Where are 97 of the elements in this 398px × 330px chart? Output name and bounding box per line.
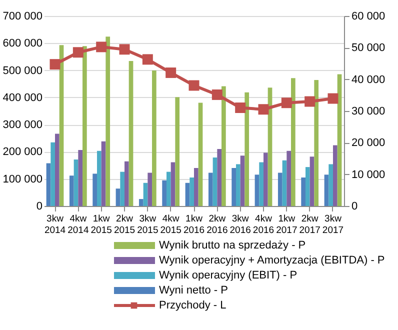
- x-tick-label: 1kw 2017: [276, 214, 298, 236]
- bar: [240, 156, 245, 206]
- bar: [59, 45, 64, 206]
- bar: [152, 70, 156, 206]
- bar: [324, 174, 329, 206]
- bar: [236, 164, 240, 206]
- x-tick-label: 1kw 2016: [183, 214, 205, 236]
- y-tick-label: 600 000: [2, 38, 42, 50]
- bar: [55, 134, 60, 206]
- bar: [337, 74, 342, 206]
- x-tick-label: 4kw 2016: [252, 214, 274, 236]
- y-tick-label: 100 000: [2, 173, 42, 186]
- x-tick-label: 4kw 2014: [68, 214, 89, 236]
- legend-label: Przychody - L: [159, 300, 226, 312]
- bar: [222, 86, 226, 206]
- bar: [120, 172, 124, 206]
- y2-tick-label: 30 000: [352, 106, 386, 118]
- legend-label: Wynik operacyjny (EBIT) - P: [159, 270, 298, 282]
- bar: [217, 149, 222, 206]
- bar: [194, 168, 198, 206]
- bar: [244, 92, 250, 206]
- y2-tick-label: 60 000: [352, 10, 386, 22]
- point: [72, 47, 84, 58]
- x-tick-label: 3kw 2014: [44, 214, 66, 236]
- bar: [128, 60, 134, 206]
- x-tick-label: 2kw 2015: [114, 214, 136, 236]
- bar: [212, 158, 218, 206]
- legend-label: Wynik operacyjny + Amortyzacja (EBITDA) - P: [159, 254, 385, 266]
- bar: [78, 150, 83, 206]
- bar: [170, 162, 176, 206]
- y2-tick-label: 20 000: [352, 137, 386, 150]
- bar: [106, 36, 110, 206]
- bar: [185, 182, 190, 206]
- bar: [278, 172, 282, 206]
- point: [328, 93, 338, 104]
- point: [304, 96, 316, 107]
- bar: [305, 167, 310, 206]
- point: [50, 59, 60, 70]
- x-tick-label: 3kw 2015: [137, 214, 158, 236]
- bar: [232, 168, 236, 206]
- point: [96, 42, 107, 52]
- bar: [208, 172, 213, 206]
- point: [235, 102, 246, 113]
- bar: [69, 176, 74, 206]
- point: [281, 98, 292, 108]
- x-tick-label: 2kw 2017: [299, 214, 320, 236]
- y-tick-label: 400 000: [2, 92, 42, 104]
- legend-label: Wyni netto - P: [159, 284, 228, 296]
- bar: [286, 150, 292, 206]
- bar: [116, 188, 120, 206]
- y-tick-label: 700 000: [2, 10, 42, 22]
- y2-tick-label: 40 000: [352, 74, 386, 86]
- bar: [291, 78, 296, 206]
- bar: [254, 174, 260, 206]
- x-tick-label: 4kw 2015: [160, 214, 182, 236]
- legend-label: Wynik brutto na sprzedaży - P: [159, 240, 306, 252]
- bar: [166, 172, 171, 206]
- y2-tick-label: 50 000: [352, 42, 386, 54]
- y2-tick-label: 0: [352, 200, 358, 212]
- y-tick-label: 300 000: [2, 119, 42, 132]
- bar: [92, 174, 97, 206]
- bar: [332, 145, 338, 206]
- bar: [124, 161, 129, 206]
- bar: [314, 80, 319, 206]
- bar: [46, 163, 51, 206]
- x-tick-label: 3kw 2016: [230, 214, 251, 236]
- x-tick-label: 2kw 2016: [206, 214, 228, 236]
- point: [212, 89, 222, 100]
- bar: [74, 159, 78, 206]
- bar: [198, 102, 203, 206]
- bar: [175, 97, 180, 206]
- y-tick-label: 0: [36, 200, 42, 212]
- point: [258, 104, 269, 115]
- bar: [82, 46, 87, 206]
- bar: [328, 164, 333, 206]
- bar: [259, 162, 264, 206]
- bar: [138, 199, 144, 206]
- bar: [101, 141, 106, 206]
- point: [166, 67, 176, 78]
- y-tick-label: 200 000: [2, 146, 42, 158]
- bar: [264, 152, 268, 206]
- y-tick-label: 500 000: [2, 64, 42, 77]
- bar: [282, 160, 287, 206]
- bar: [190, 178, 194, 206]
- y2-tick-label: 10 000: [352, 168, 386, 181]
- bar: [162, 180, 166, 206]
- x-tick-label: 3kw 2017: [322, 214, 344, 236]
- bar: [301, 178, 306, 206]
- bar: [50, 142, 56, 206]
- bar: [148, 172, 152, 206]
- point: [142, 54, 153, 65]
- x-tick-label: 1kw 2015: [90, 214, 112, 236]
- point: [119, 44, 130, 55]
- bar: [310, 156, 314, 206]
- point: [188, 80, 200, 91]
- bar: [96, 150, 102, 206]
- bar: [143, 182, 148, 206]
